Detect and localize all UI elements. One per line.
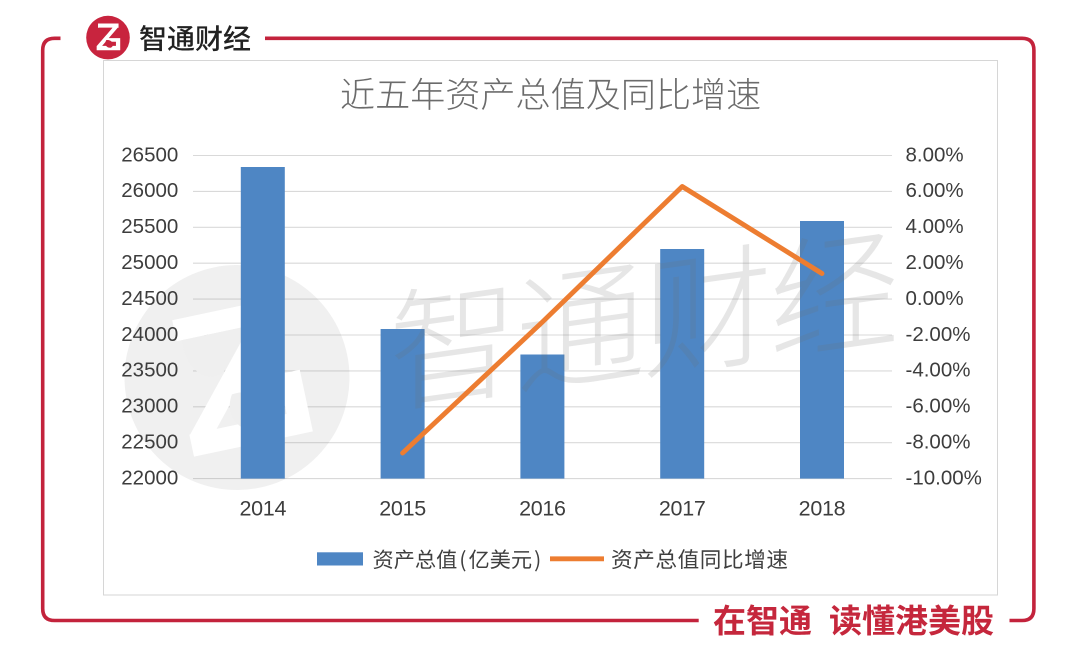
svg-text:25500: 25500 [121,215,178,238]
svg-text:2015: 2015 [379,497,426,521]
svg-text:6.00%: 6.00% [906,179,964,202]
svg-text:2016: 2016 [519,497,566,521]
svg-text:26000: 26000 [121,179,178,202]
svg-text:-4.00%: -4.00% [906,359,971,382]
svg-text:23000: 23000 [121,395,178,418]
svg-text:-8.00%: -8.00% [906,431,971,454]
svg-text:-2.00%: -2.00% [906,323,971,346]
svg-text:24500: 24500 [121,287,178,310]
svg-text:2014: 2014 [239,497,286,521]
svg-text:4.00%: 4.00% [906,215,964,238]
svg-text:2.00%: 2.00% [906,251,964,274]
svg-text:24000: 24000 [121,323,178,346]
svg-text:-6.00%: -6.00% [906,395,971,418]
svg-text:-10.00%: -10.00% [906,466,982,489]
svg-text:26500: 26500 [121,143,178,166]
svg-text:8.00%: 8.00% [906,143,964,166]
svg-text:0.00%: 0.00% [906,287,964,310]
svg-text:23500: 23500 [121,359,178,382]
svg-text:2017: 2017 [659,497,706,521]
svg-text:22000: 22000 [121,466,178,489]
svg-text:22500: 22500 [121,431,178,454]
svg-text:2018: 2018 [799,497,846,521]
svg-text:25000: 25000 [121,251,178,274]
